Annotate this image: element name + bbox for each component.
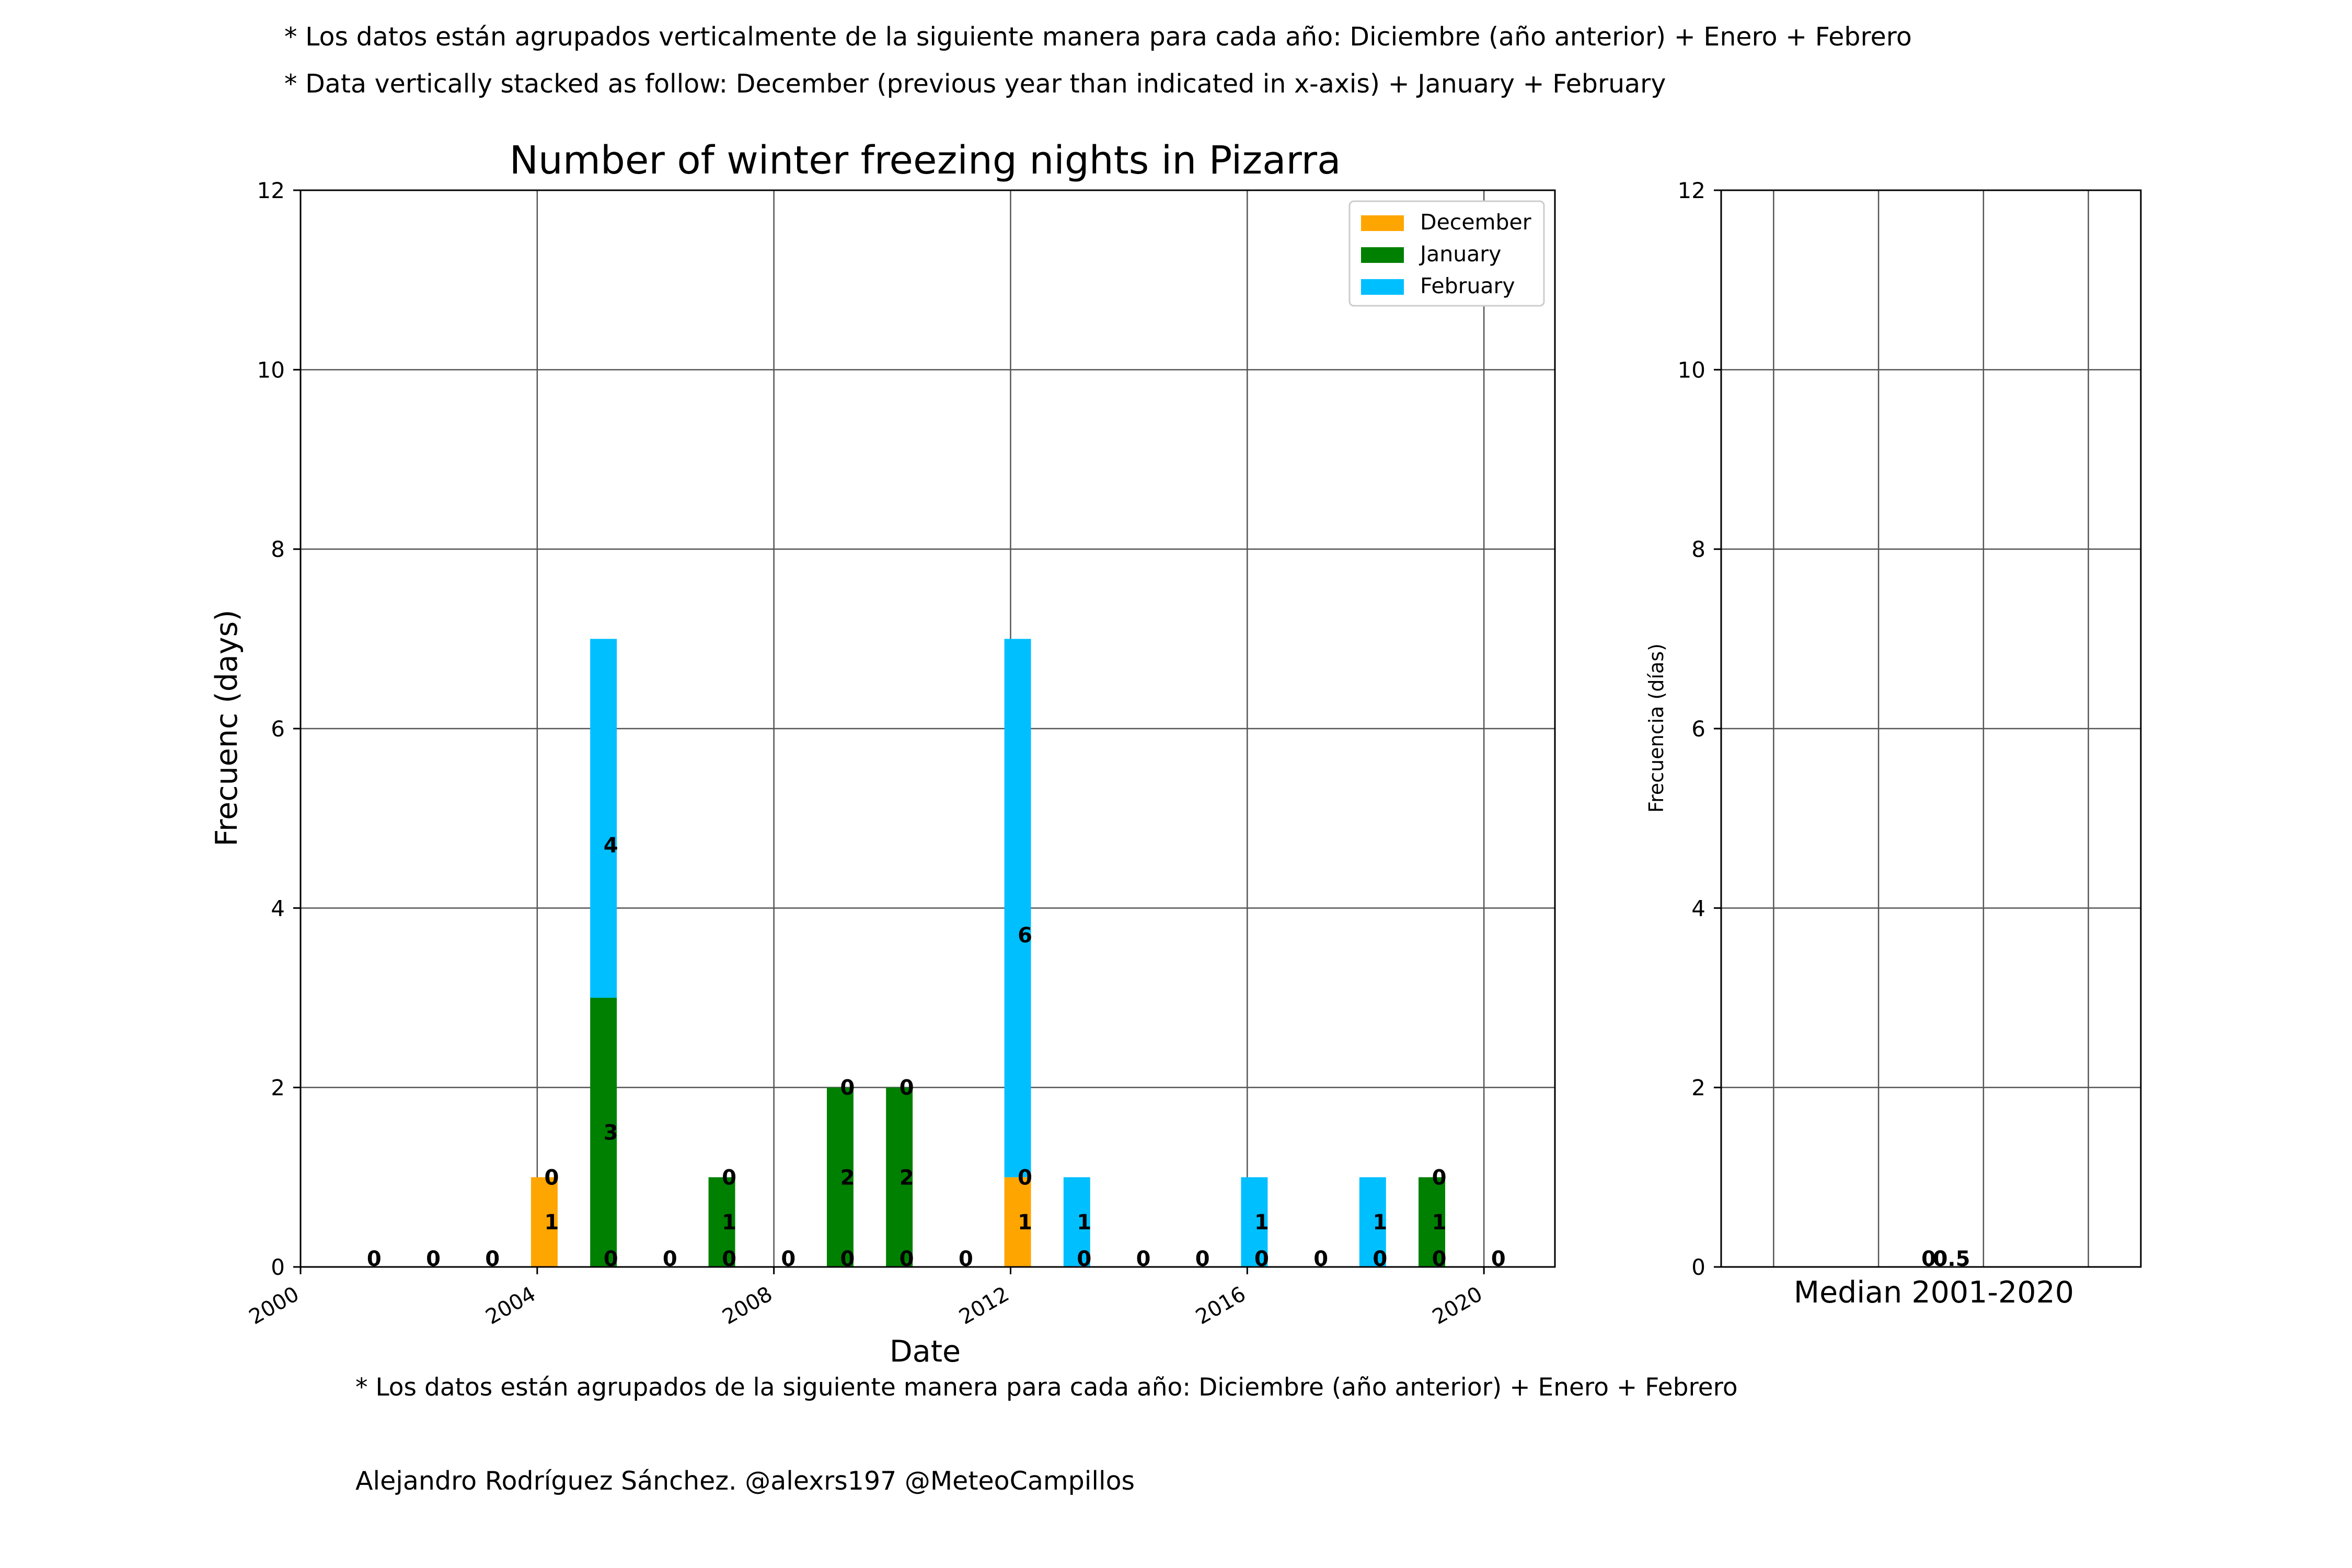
note-top-spanish: * Los datos están agrupados verticalment… xyxy=(284,22,1912,52)
main-bars xyxy=(531,639,1445,1267)
median-y-tick-label-4: 4 xyxy=(1691,895,1705,921)
y-tick-label-8: 8 xyxy=(271,537,285,562)
median-grid xyxy=(1721,189,2141,1268)
median-y-tick-label-2: 2 xyxy=(1691,1075,1705,1101)
chart-title: Number of winter freezing nights in Piza… xyxy=(510,138,1341,183)
legend-label-february: February xyxy=(1420,273,1515,298)
main-grid xyxy=(299,189,1555,1268)
legend-swatch-february xyxy=(1361,279,1404,295)
data-label-january-2012: 0 xyxy=(1018,1166,1032,1190)
median-y-axis-label: Frecuencia (días) xyxy=(1645,643,1668,813)
y-tick-label-2: 2 xyxy=(271,1075,285,1101)
data-label-december-2012: 1 xyxy=(1018,1210,1032,1235)
x-tick-label-2004: 2004 xyxy=(482,1282,540,1330)
data-label-february-2018: 1 xyxy=(1373,1210,1387,1235)
bar-february-2012 xyxy=(1004,639,1031,1178)
data-label-january-2007: 1 xyxy=(722,1210,736,1235)
data-label-february-2005: 4 xyxy=(604,834,618,858)
x-tick-label-2016: 2016 xyxy=(1192,1282,1250,1330)
bar-february-2018 xyxy=(1359,1177,1386,1267)
y-tick-label-0: 0 xyxy=(271,1254,285,1280)
data-label-february-2010: 0 xyxy=(900,1076,914,1100)
note-bottom-spanish: * Los datos están agrupados de la siguie… xyxy=(355,1373,1738,1402)
credit-text: Alejandro Rodríguez Sánchez. @alexrs197 … xyxy=(355,1466,1135,1496)
bar-february-2016 xyxy=(1241,1177,1268,1267)
x-tick-label-2008: 2008 xyxy=(719,1282,777,1330)
median-y-tick-label-10: 10 xyxy=(1678,357,1705,383)
legend-swatch-december xyxy=(1361,215,1404,231)
y-tick-label-6: 6 xyxy=(271,716,285,742)
legend-label-january: January xyxy=(1419,241,1501,267)
data-label-february-2009: 0 xyxy=(840,1076,855,1100)
bar-january-2009 xyxy=(826,1087,854,1267)
bar-december-2012 xyxy=(1004,1177,1031,1267)
y-tick-label-4: 4 xyxy=(271,895,285,921)
main-x-axis: 2000 2004 2008 2012 2016 2020 xyxy=(245,1267,1486,1330)
bar-january-2010 xyxy=(886,1087,913,1267)
x-tick-label-2012: 2012 xyxy=(955,1282,1013,1330)
main-y-axis: 0 2 4 6 8 10 12 xyxy=(257,178,301,1280)
x-axis-label: Date xyxy=(890,1334,961,1369)
data-label-february-2013: 1 xyxy=(1077,1210,1091,1235)
median-y-axis: 0 2 4 6 8 10 12 xyxy=(1678,178,1721,1280)
median-y-tick-label-0: 0 xyxy=(1691,1254,1705,1280)
legend-swatch-january xyxy=(1361,247,1404,263)
x-tick-label-2020: 2020 xyxy=(1428,1282,1486,1330)
bar-december-2004 xyxy=(531,1177,558,1267)
data-label-january-2004: 0 xyxy=(544,1166,559,1190)
y-axis-label: Frecuenc (days) xyxy=(210,609,244,846)
median-y-tick-label-6: 6 xyxy=(1691,716,1705,742)
data-label-january-2009: 2 xyxy=(840,1166,855,1190)
x-tick-label-2000: 2000 xyxy=(245,1282,303,1330)
note-top-english: * Data vertically stacked as follow: Dec… xyxy=(284,69,1666,99)
legend-label-december: December xyxy=(1420,210,1531,235)
data-label-december-2004: 1 xyxy=(544,1210,559,1235)
bar-february-2005 xyxy=(590,639,617,998)
legend: December January February xyxy=(1348,200,1545,307)
y-tick-label-12: 12 xyxy=(257,178,285,203)
median-y-tick-label-8: 8 xyxy=(1691,537,1705,562)
data-label-january-2005: 3 xyxy=(604,1121,618,1145)
data-label-january-2019: 1 xyxy=(1432,1210,1447,1235)
median-y-tick-label-12: 12 xyxy=(1678,178,1705,203)
data-label-february-2012: 6 xyxy=(1018,924,1032,948)
data-label-february-2019: 0 xyxy=(1432,1166,1447,1190)
data-label-february-2016: 1 xyxy=(1254,1210,1269,1235)
y-tick-label-10: 10 xyxy=(257,357,285,383)
bar-january-2007 xyxy=(708,1177,735,1267)
data-label-january-2010: 2 xyxy=(900,1166,914,1190)
median-x-axis-label: Median 2001-2020 xyxy=(1794,1275,2074,1310)
data-label-february-2007: 0 xyxy=(722,1166,736,1190)
bar-january-2005 xyxy=(590,998,617,1267)
bar-january-2019 xyxy=(1419,1177,1445,1267)
bar-february-2013 xyxy=(1063,1177,1090,1267)
data-label-february-2004: 0 xyxy=(544,1166,559,1190)
